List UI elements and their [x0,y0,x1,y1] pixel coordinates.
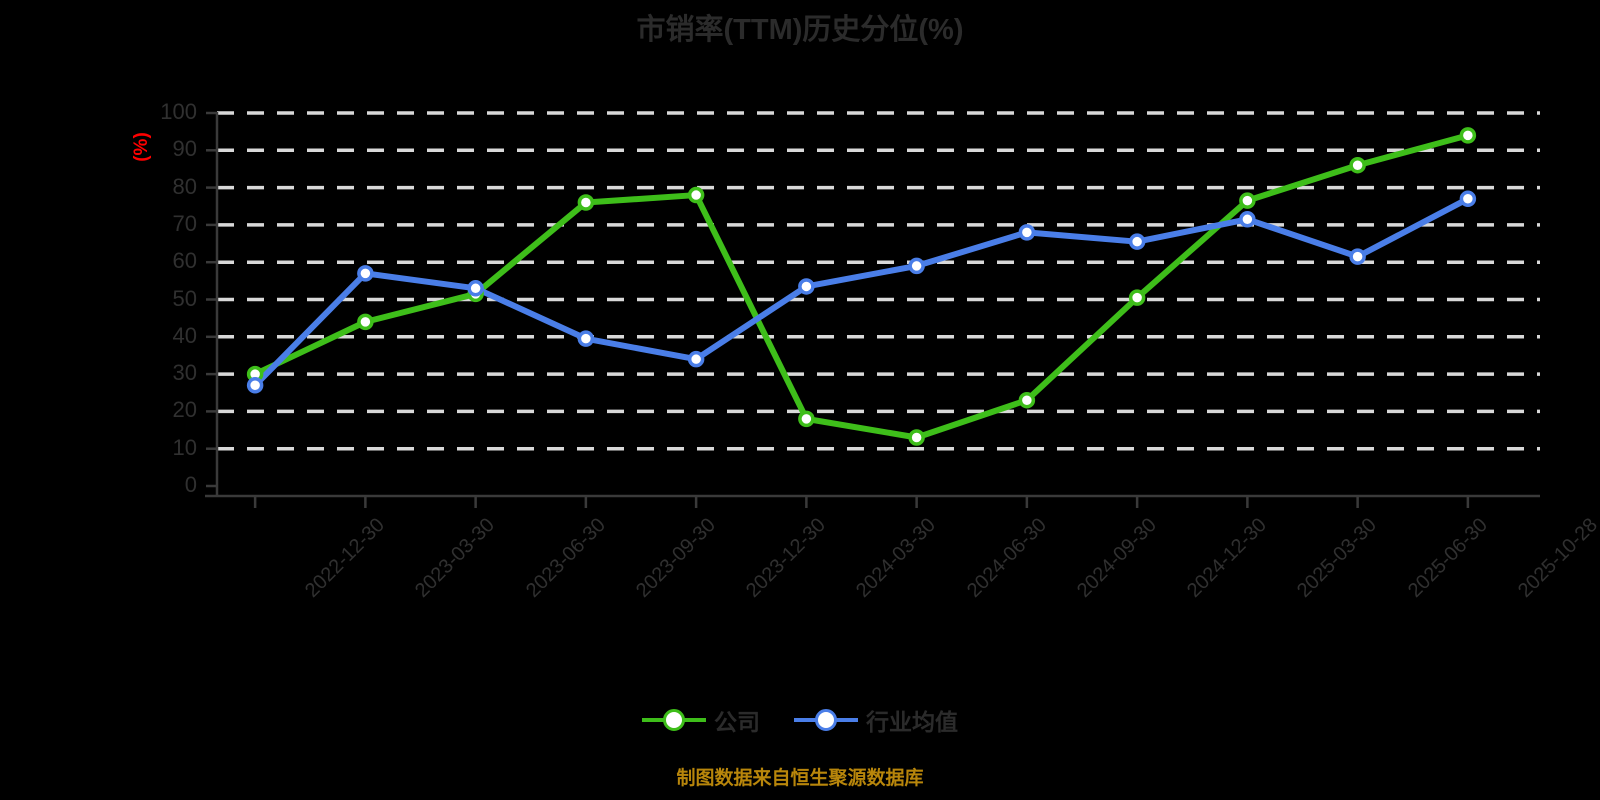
y-axis-tick-label: 20 [172,397,197,423]
page-title: 市销率(TTM)历史分位(%) [636,14,964,46]
legend-item-label: 行业均值 [866,709,958,735]
legend-marker-icon [794,709,858,731]
legend-item-label: 公司 [714,709,760,735]
series-markers [246,127,1477,446]
legend-point-marker [815,709,837,731]
y-axis-tick-label: 60 [172,248,197,274]
legend-item[interactable]: 行业均值 [794,703,958,737]
y-axis-tick-label: 30 [172,360,197,386]
y-axis-tick-label: 10 [172,434,197,460]
y-axis-tick-label: 50 [172,285,197,311]
footer-attribution: 制图数据来自恒生聚源数据库 [676,768,924,789]
y-axis-tick-label: 70 [172,210,197,236]
chart-legend: 公司 行业均值 [0,703,1600,737]
legend-item[interactable]: 公司 [642,703,760,737]
legend-marker-icon [642,709,706,731]
y-axis-tick-label: 0 [184,472,197,497]
y-axis-tick-label: 80 [172,173,197,199]
y-axis-tick-label: 40 [172,322,197,348]
y-axis-tick-label: 100 [160,99,197,124]
axis-lines [205,112,1540,498]
legend-point-marker [663,709,685,731]
gridlines [217,111,1540,451]
axis-tickmarks [206,111,1470,508]
y-axis-tick-label: 90 [172,136,197,162]
series-lines [252,132,1471,441]
